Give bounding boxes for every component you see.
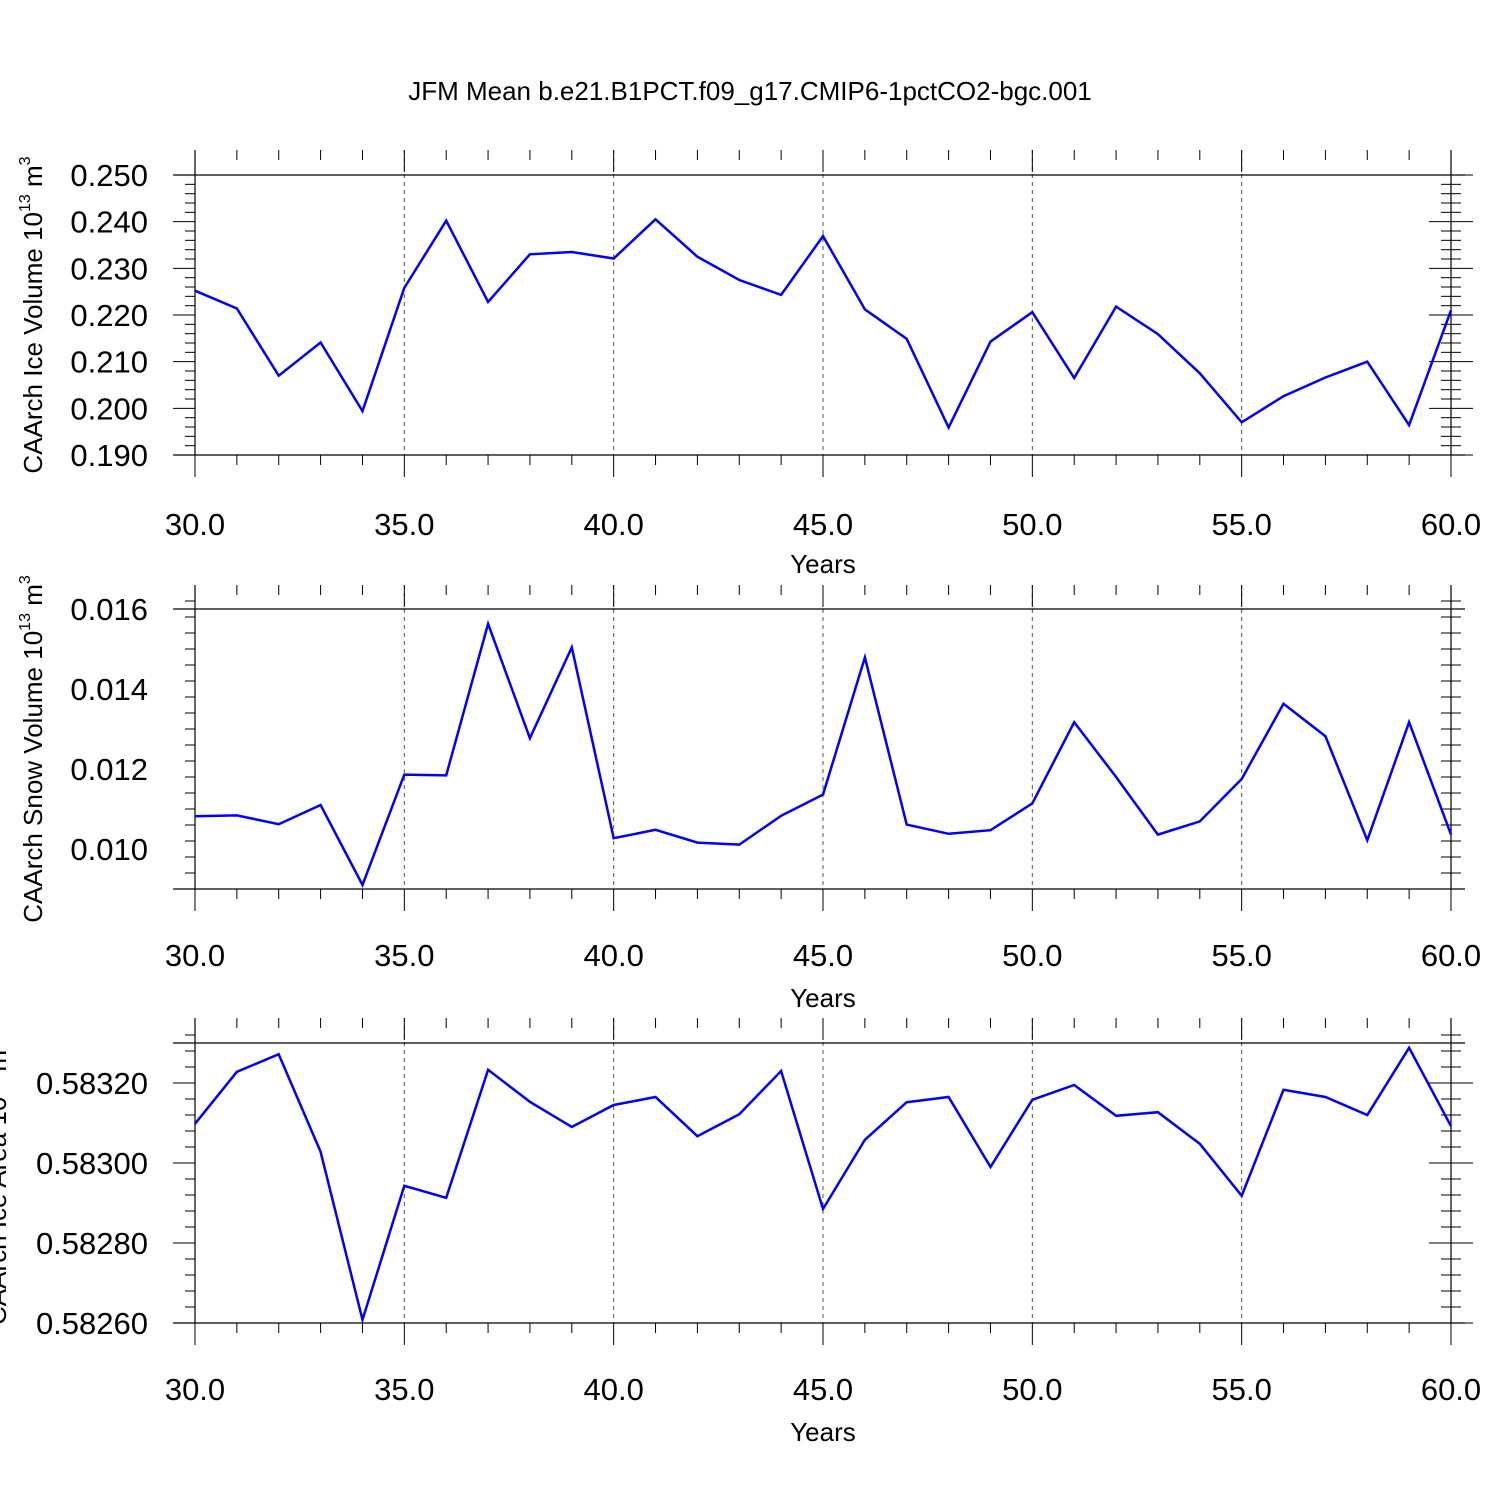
- series-line: [194, 217, 1453, 431]
- y-tick-label: 0.014: [70, 672, 148, 707]
- y-tick-label: 0.010: [70, 832, 148, 867]
- y-tick-label: 0.012: [70, 752, 148, 787]
- x-tick-label: 60.0: [1421, 1372, 1481, 1407]
- y-tick-label: 0.58320: [36, 1066, 148, 1101]
- x-axis-title: Years: [790, 549, 856, 579]
- y-axis-title: CAArch Snow Volume 1013 m3: [17, 575, 48, 923]
- y-tick-label: 0.250: [70, 158, 148, 193]
- x-tick-label: 45.0: [793, 1372, 853, 1407]
- x-tick-label: 45.0: [793, 938, 853, 973]
- panel-2: 30.0 35.0 40.0 45.0 50.0 55.0 60.0 0.010 0.012 0.…: [17, 575, 1481, 1013]
- x-tick-label: 40.0: [583, 938, 643, 973]
- y-tick-label: 0.210: [70, 345, 148, 380]
- x-tick-label: 45.0: [793, 507, 853, 542]
- x-tick-label: 60.0: [1421, 938, 1481, 973]
- x-tick-label: 40.0: [583, 1372, 643, 1407]
- x-tick-label: 35.0: [374, 938, 434, 973]
- x-tick-label: 50.0: [1002, 1372, 1062, 1407]
- x-axis-title: Years: [790, 983, 856, 1013]
- x-tick-label: 50.0: [1002, 938, 1062, 973]
- x-tick-label: 30.0: [165, 938, 225, 973]
- y-tick-label: 0.58300: [36, 1146, 148, 1181]
- panel-1: 30.0 35.0 40.0 45.0 50.0 55.0 60.0 0.190 0.200 0.…: [17, 150, 1481, 579]
- x-tick-label: 55.0: [1211, 507, 1271, 542]
- x-tick-label: 55.0: [1211, 1372, 1271, 1407]
- panel-3: 30.0 35.0 40.0 45.0 50.0 55.0 60.0 0.58260 0.582…: [0, 1018, 1481, 1447]
- series-line: [194, 619, 1453, 889]
- series-line: [194, 1045, 1453, 1325]
- x-tick-label: 35.0: [374, 507, 434, 542]
- y-tick-label: 0.230: [70, 251, 148, 286]
- y-axis-title: CAArch Ice Volume 1013 m3: [17, 156, 48, 473]
- y-tick-label: 0.220: [70, 298, 148, 333]
- x-tick-label: 40.0: [583, 507, 643, 542]
- y-tick-label: 0.58260: [36, 1306, 148, 1341]
- x-tick-label: 55.0: [1211, 938, 1271, 973]
- y-axis-title: CAArch Ice Area 1013 m2: [0, 1041, 12, 1325]
- x-tick-label: 30.0: [165, 1372, 225, 1407]
- y-tick-label: 0.240: [70, 205, 148, 240]
- x-axis-title: Years: [790, 1417, 856, 1447]
- x-tick-label: 50.0: [1002, 507, 1062, 542]
- y-tick-label: 0.200: [70, 391, 148, 426]
- chart-title: JFM Mean b.e21.B1PCT.f09_g17.CMIP6-1pctC…: [408, 76, 1092, 106]
- x-tick-label: 30.0: [165, 507, 225, 542]
- x-tick-label: 35.0: [374, 1372, 434, 1407]
- y-tick-label: 0.190: [70, 438, 148, 473]
- y-tick-label: 0.016: [70, 592, 148, 627]
- y-tick-label: 0.58280: [36, 1226, 148, 1261]
- x-tick-label: 60.0: [1421, 507, 1481, 542]
